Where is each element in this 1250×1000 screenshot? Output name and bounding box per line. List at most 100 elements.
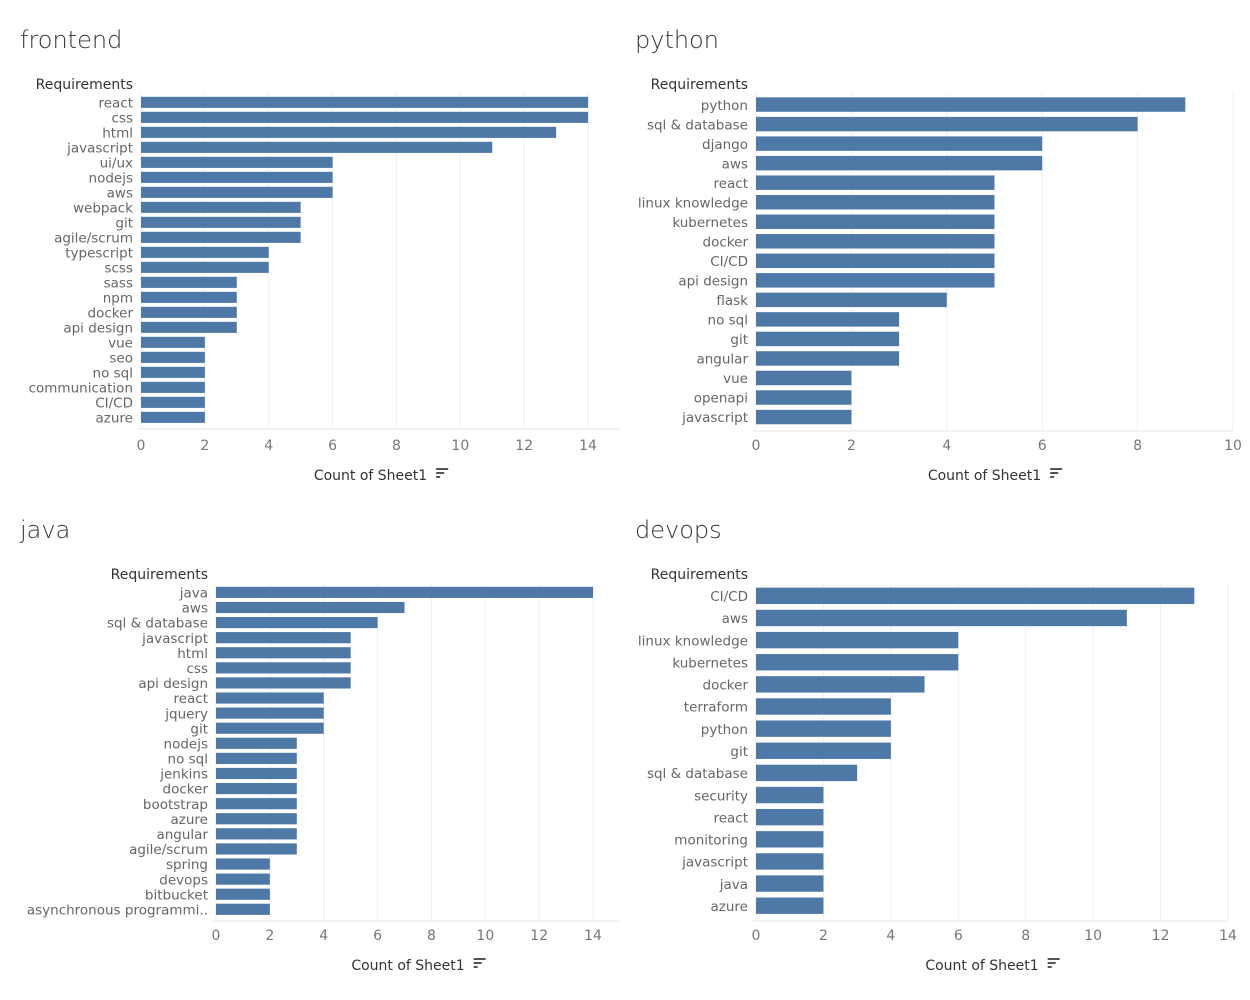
bar-linux-knowledge[interactable]: [756, 631, 959, 649]
bar-azure[interactable]: [141, 411, 205, 423]
bar-CI-CD[interactable]: [141, 396, 205, 408]
x-tick-label: 0: [752, 928, 761, 944]
bar-html[interactable]: [216, 647, 351, 659]
bar-aws[interactable]: [216, 601, 405, 614]
bar-CI-CD[interactable]: [756, 253, 995, 269]
bar-npm[interactable]: [141, 291, 237, 303]
bar-nodejs[interactable]: [141, 171, 333, 183]
bar-javascript[interactable]: [141, 141, 493, 153]
category-label: agile/scrum: [129, 842, 208, 858]
category-label: bootstrap: [143, 797, 208, 813]
bar-linux-knowledge[interactable]: [756, 194, 995, 210]
category-label: openapi: [694, 391, 748, 407]
bar-scss[interactable]: [141, 261, 269, 273]
bar-docker[interactable]: [756, 234, 995, 249]
category-label: aws: [182, 601, 208, 617]
bar-communication[interactable]: [141, 381, 205, 393]
bar-aws[interactable]: [756, 155, 1043, 171]
bar-azure[interactable]: [216, 813, 297, 825]
bar-kubernetes[interactable]: [756, 654, 959, 671]
bar-aws[interactable]: [141, 186, 333, 198]
bar-git[interactable]: [216, 722, 324, 734]
sort-descending-icon[interactable]: [473, 958, 486, 968]
bar-react[interactable]: [141, 96, 589, 108]
bar-api-design[interactable]: [216, 677, 351, 689]
bar-javascript[interactable]: [216, 632, 351, 644]
sort-descending-icon[interactable]: [436, 468, 449, 478]
bar-monitoring[interactable]: [756, 831, 824, 848]
bar-sass[interactable]: [141, 276, 237, 288]
bar-openapi[interactable]: [756, 390, 852, 405]
bar-vue[interactable]: [756, 370, 852, 386]
bar-bitbucket[interactable]: [216, 888, 270, 900]
row-header: Requirements: [651, 567, 748, 583]
bar-react[interactable]: [756, 175, 995, 190]
bar-asynchronous-programmi-[interactable]: [216, 903, 270, 915]
bar-vue[interactable]: [141, 336, 205, 348]
x-tick-label: 2: [819, 928, 828, 944]
bar-webpack[interactable]: [141, 201, 301, 213]
category-label: sql & database: [647, 117, 748, 133]
bar-jquery[interactable]: [216, 707, 324, 719]
bar-react[interactable]: [756, 808, 824, 826]
bar-java[interactable]: [216, 586, 594, 598]
x-tick-label: 8: [392, 438, 401, 454]
bar-javascript[interactable]: [756, 853, 824, 870]
bar-flask[interactable]: [756, 292, 947, 308]
x-tick-label: 12: [515, 438, 533, 454]
bar-sql-database[interactable]: [756, 764, 858, 782]
bar-no-sql[interactable]: [216, 752, 297, 764]
bar-git[interactable]: [141, 216, 301, 228]
bar-nodejs[interactable]: [216, 737, 297, 749]
bar-ui-ux[interactable]: [141, 156, 333, 168]
category-label: devops: [159, 872, 208, 888]
bar-aws[interactable]: [756, 609, 1127, 627]
bar-jenkins[interactable]: [216, 767, 297, 780]
bar-angular[interactable]: [216, 828, 297, 840]
bar-angular[interactable]: [756, 351, 900, 366]
bar-css[interactable]: [216, 662, 351, 674]
sort-descending-icon[interactable]: [1047, 958, 1060, 968]
category-label: api design: [678, 274, 748, 290]
bar-django[interactable]: [756, 136, 1043, 151]
bar-python[interactable]: [756, 720, 891, 737]
bar-security[interactable]: [756, 786, 824, 804]
bar-html[interactable]: [141, 126, 557, 138]
bar-no-sql[interactable]: [141, 366, 205, 378]
bar-terraform[interactable]: [756, 698, 891, 715]
bar-agile-scrum[interactable]: [216, 843, 297, 855]
bar-kubernetes[interactable]: [756, 214, 995, 229]
bar-devops[interactable]: [216, 873, 270, 885]
bar-bootstrap[interactable]: [216, 798, 297, 810]
bar-sql-database[interactable]: [216, 616, 378, 629]
bar-sql-database[interactable]: [756, 116, 1138, 132]
bar-spring[interactable]: [216, 858, 270, 870]
bar-javascript[interactable]: [756, 409, 852, 425]
bar-api-design[interactable]: [756, 273, 995, 288]
bar-docker[interactable]: [756, 676, 925, 693]
bar-seo[interactable]: [141, 351, 205, 363]
bar-azure[interactable]: [756, 897, 824, 914]
bar-react[interactable]: [216, 692, 324, 704]
chart-title: python: [635, 26, 719, 54]
x-tick-label: 4: [942, 438, 951, 454]
sort-descending-icon[interactable]: [1050, 468, 1063, 478]
bar-git[interactable]: [756, 742, 891, 759]
bar-java[interactable]: [756, 875, 824, 892]
category-label: java: [719, 877, 748, 893]
bar-css[interactable]: [141, 111, 589, 123]
category-label: azure: [711, 899, 748, 915]
category-label: asynchronous programmi..: [27, 902, 208, 918]
bar-agile-scrum[interactable]: [141, 231, 301, 243]
bar-python[interactable]: [756, 97, 1186, 112]
bar-CI-CD[interactable]: [756, 587, 1195, 605]
category-label: html: [177, 646, 208, 662]
bar-docker[interactable]: [216, 782, 297, 795]
bar-no-sql[interactable]: [756, 312, 900, 327]
bar-docker[interactable]: [141, 306, 237, 318]
bar-typescript[interactable]: [141, 246, 269, 258]
bar-git[interactable]: [756, 331, 900, 347]
x-tick-label: 8: [1133, 438, 1142, 454]
bar-api-design[interactable]: [141, 321, 237, 333]
